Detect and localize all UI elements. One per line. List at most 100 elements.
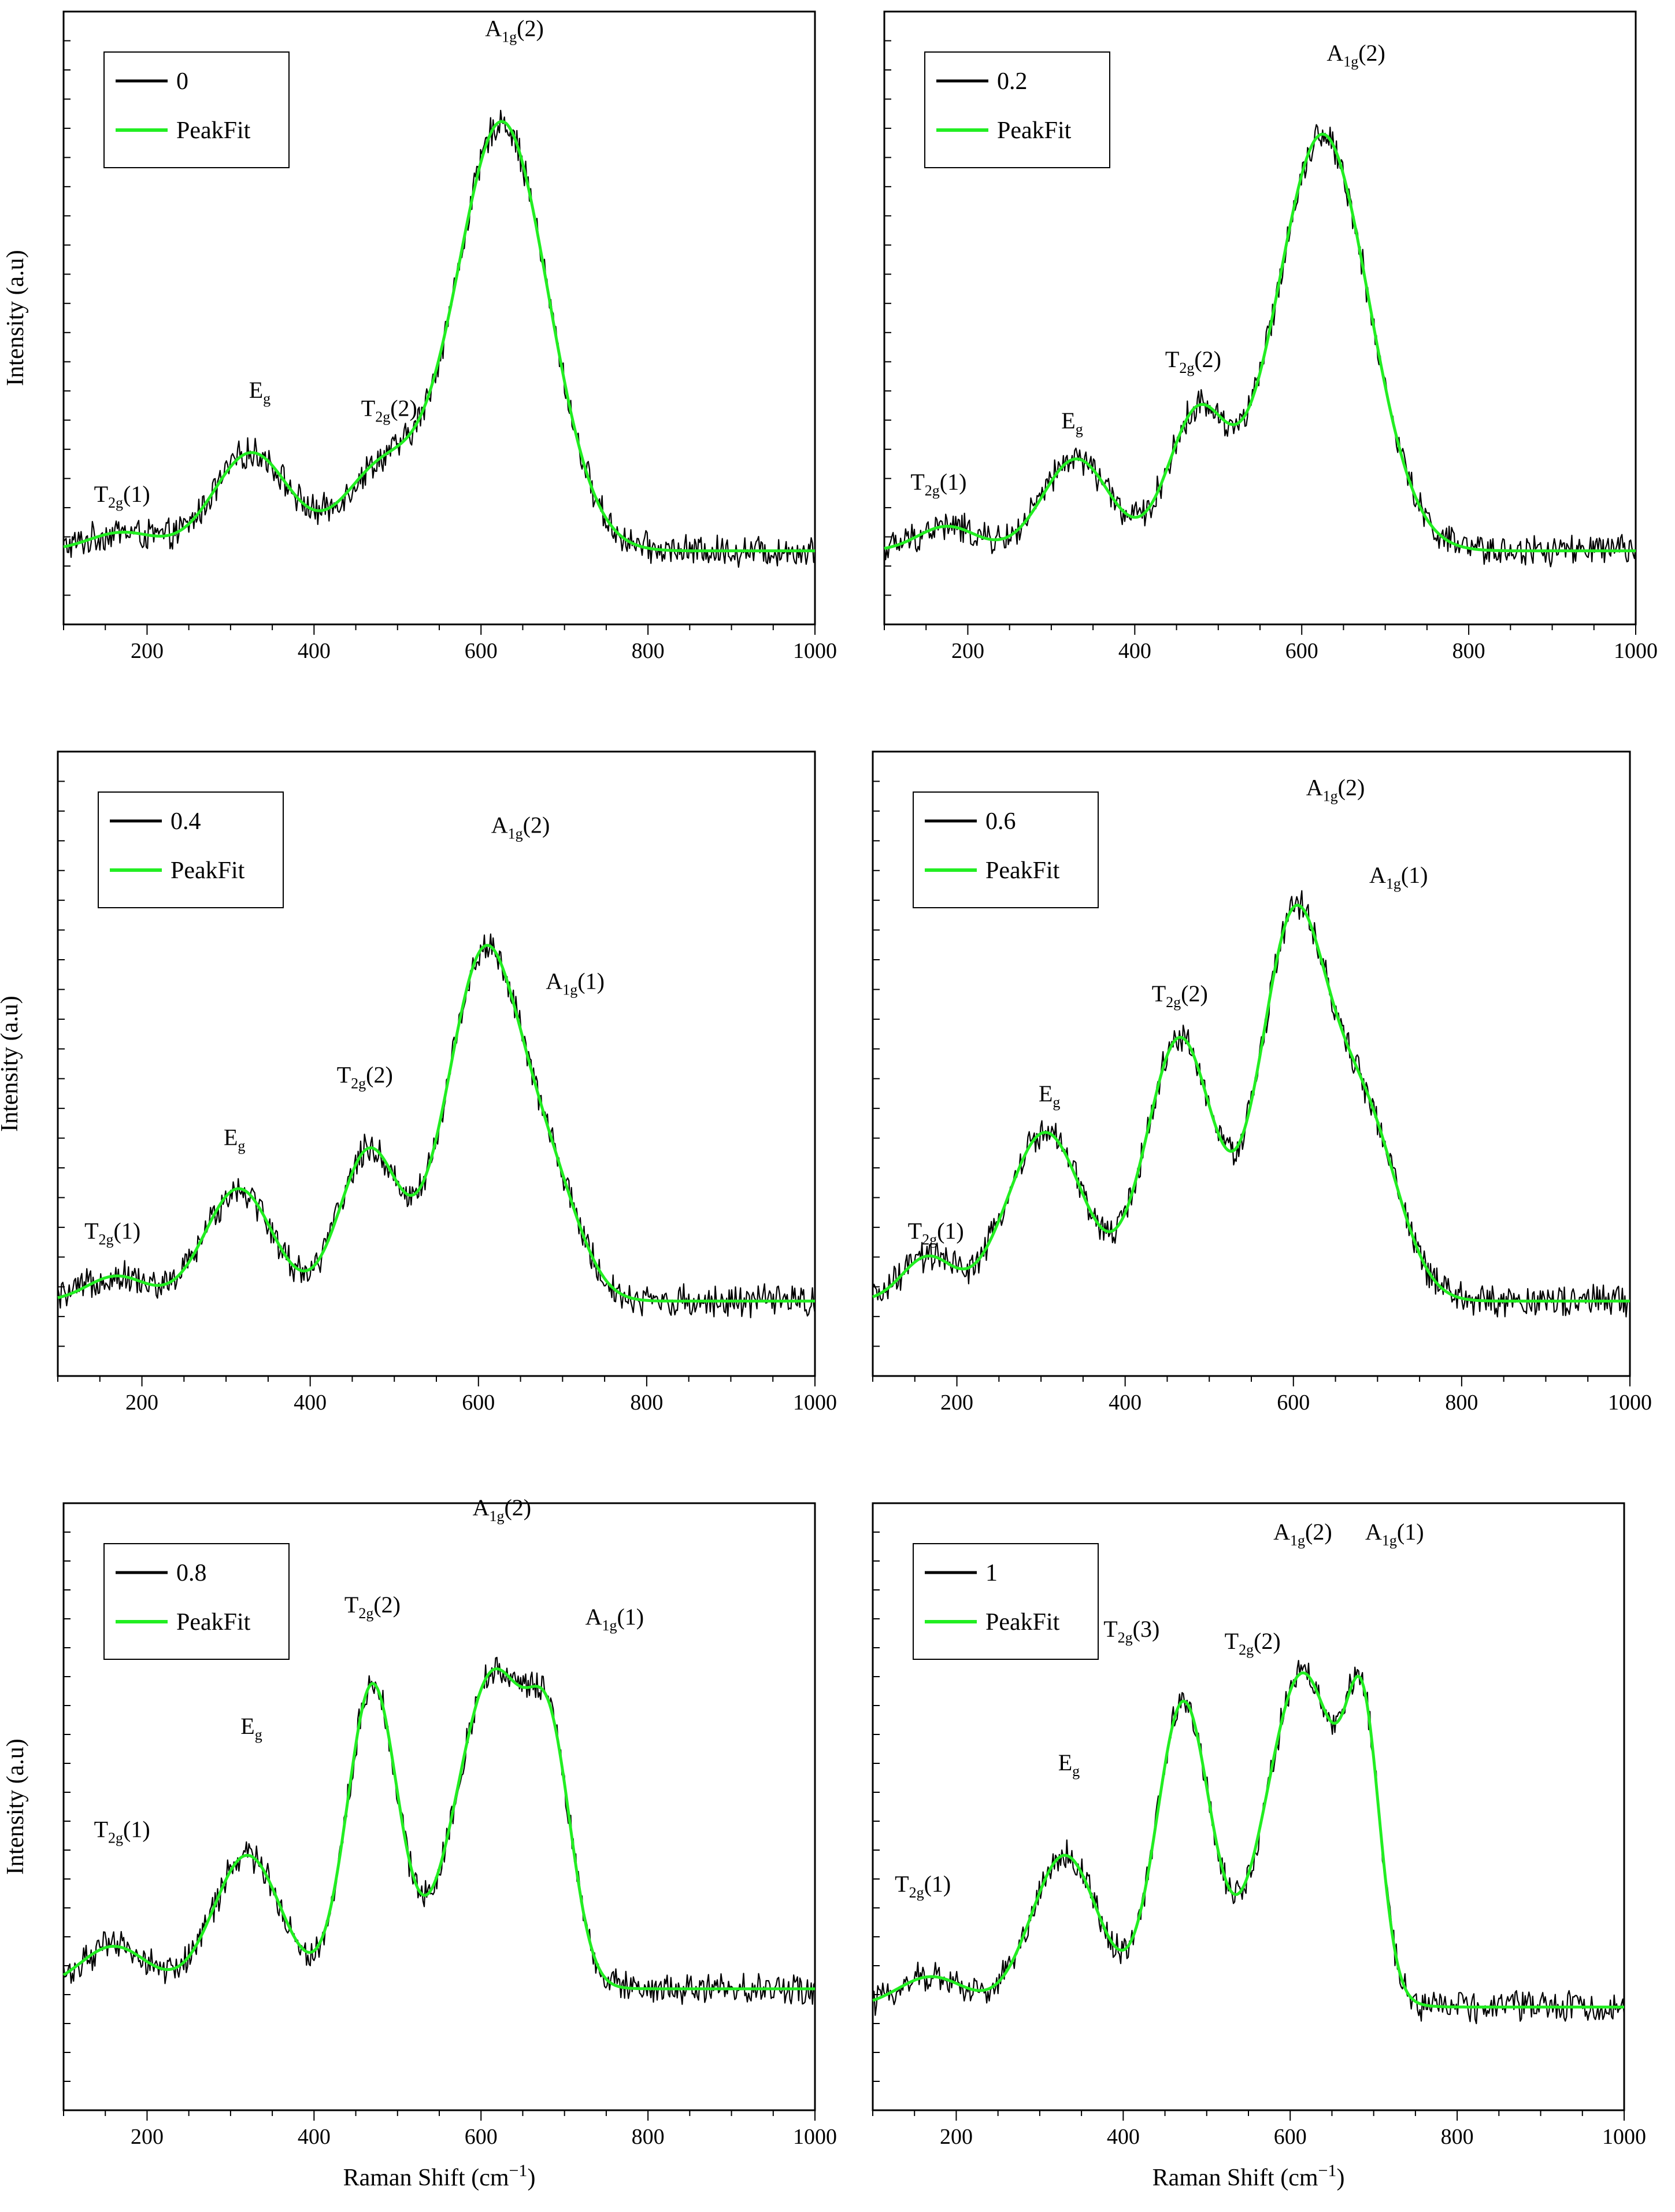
- legend-fit-label: PeakFit: [176, 117, 251, 144]
- measured-spectrum-line: [883, 124, 1637, 568]
- legend-box: [913, 1543, 1099, 1660]
- peak-label: Eg: [1039, 1081, 1060, 1111]
- x-tick-label: 800: [1445, 1390, 1478, 1415]
- peakfit-line: [872, 904, 1630, 1303]
- peak-label: Eg: [224, 1124, 245, 1154]
- legend-measured-label: 0.8: [176, 1560, 207, 1586]
- x-tick-label: 400: [298, 639, 331, 663]
- legend-box: [103, 1543, 290, 1660]
- chart-panel-top-right: 200 400 600 800 1000 T2g(1) Eg T2g(2) A1g(2) 0.2 P…: [883, 10, 1658, 663]
- peak-label: T2g(1): [895, 1871, 951, 1901]
- x-axis-title: Raman Shift (cm−1): [1153, 2161, 1345, 2191]
- x-tick-label: 200: [940, 1390, 973, 1415]
- measured-spectrum-line: [62, 1656, 816, 2005]
- legend-measured-label: 0.6: [985, 808, 1016, 835]
- peak-label: T2g(1): [94, 1817, 150, 1847]
- peakfit-line: [884, 132, 1636, 553]
- x-tick-label: 400: [298, 2125, 331, 2149]
- peak-label: T2g(1): [84, 1218, 140, 1248]
- peak-label: T2g(2): [344, 1592, 401, 1622]
- x-tick-label: 200: [940, 2125, 973, 2149]
- x-tick-label: 200: [951, 639, 984, 663]
- legend-box: [98, 791, 284, 908]
- legend-box: [103, 51, 290, 168]
- peak-label: Eg: [1061, 408, 1083, 438]
- peak-label: T2g(2): [337, 1061, 393, 1092]
- peak-label: A1g(2): [473, 1495, 532, 1525]
- x-tick-label: 800: [1441, 2125, 1474, 2149]
- chart-panel-bottom-left: 200 400 600 800 1000 T2g(1) Eg T2g(2) A1g(2) A1g(…: [2, 1495, 837, 2191]
- legend-measured-label: 0.2: [997, 68, 1028, 95]
- x-tick-label: 200: [131, 639, 164, 663]
- peak-label: A1g(2): [491, 812, 550, 842]
- peak-label: A1g(2): [1326, 40, 1385, 70]
- x-tick-label: 600: [465, 639, 498, 663]
- peak-label: A1g(1): [1369, 862, 1428, 892]
- peak-label: T2g(2): [1152, 981, 1208, 1011]
- peakfit-line: [63, 120, 815, 553]
- x-tick-label: 1000: [1608, 1390, 1652, 1415]
- x-tick-label: 400: [1109, 1390, 1142, 1415]
- x-tick-label: 600: [1274, 2125, 1307, 2149]
- peak-label: T2g(1): [94, 481, 150, 511]
- peak-label: T2g(3): [1103, 1616, 1159, 1646]
- x-tick-label: 800: [632, 2125, 665, 2149]
- x-axis-title: Raman Shift (cm−1): [343, 2161, 536, 2191]
- y-axis-title: Intensity (a.u): [0, 996, 23, 1132]
- x-tick-label: 1000: [1614, 639, 1658, 663]
- peak-label: A1g(1): [546, 968, 605, 998]
- x-tick-label: 200: [125, 1390, 158, 1415]
- x-tick-label: 800: [1452, 639, 1485, 663]
- x-tick-label: 400: [1118, 639, 1151, 663]
- legend-measured-label: 0.4: [171, 808, 201, 835]
- measured-spectrum-line: [872, 890, 1631, 1318]
- legend-box: [913, 791, 1099, 908]
- legend-measured-label: 0: [176, 68, 188, 95]
- chart-panel-top-left: 200 400 600 800 1000 T2g(1) Eg T2g(2) A1g(2) 0 Pea…: [2, 10, 837, 663]
- x-tick-label: 1000: [1602, 2125, 1646, 2149]
- y-axis-title: Intensity (a.u): [2, 1738, 29, 1875]
- peak-label: Eg: [249, 377, 270, 407]
- x-tick-label: 1000: [793, 1390, 837, 1415]
- measured-spectrum-line: [63, 109, 816, 568]
- x-tick-label: 1000: [793, 2125, 837, 2149]
- x-tick-label: 600: [1285, 639, 1318, 663]
- legend-measured-label: 1: [985, 1560, 998, 1586]
- x-tick-label: 600: [462, 1390, 495, 1415]
- legend-fit-label: PeakFit: [997, 117, 1072, 144]
- x-tick-label: 800: [632, 639, 665, 663]
- peak-label: A1g(2): [1273, 1519, 1332, 1549]
- peak-label: Eg: [1058, 1749, 1080, 1780]
- x-tick-label: 200: [131, 2125, 164, 2149]
- x-tick-label: 600: [465, 2125, 498, 2149]
- peak-label: T2g(2): [361, 395, 417, 426]
- peak-label: T2g(2): [1165, 346, 1221, 376]
- peakfit-line: [62, 1667, 815, 1991]
- measured-spectrum-line: [57, 933, 816, 1319]
- legend-fit-label: PeakFit: [176, 1609, 251, 1636]
- chart-panel-bottom-right: 200 400 600 800 1000 T2g(1) Eg T2g(3) T2g(2) A1g(…: [872, 1502, 1646, 2191]
- peak-label: A1g(1): [1365, 1519, 1424, 1549]
- x-tick-label: 800: [630, 1390, 663, 1415]
- peak-label: Eg: [240, 1713, 262, 1743]
- peak-label: A1g(1): [585, 1604, 644, 1634]
- peakfit-line: [57, 944, 815, 1303]
- legend-fit-label: PeakFit: [171, 857, 245, 884]
- y-axis-title: Intensity (a.u): [2, 250, 29, 386]
- peak-label: T2g(1): [908, 1218, 964, 1248]
- legend-fit-label: PeakFit: [985, 1609, 1060, 1636]
- peak-label: A1g(2): [485, 15, 544, 45]
- measured-spectrum-line: [872, 1660, 1625, 2025]
- x-tick-label: 400: [294, 1390, 327, 1415]
- chart-panel-middle-left: 200 400 600 800 1000 T2g(1) Eg T2g(2) A1g(2) A1g(…: [0, 750, 837, 1415]
- legend-box: [924, 51, 1110, 168]
- x-tick-label: 600: [1277, 1390, 1310, 1415]
- chart-panel-middle-right: 200 400 600 800 1000 T2g(1) Eg T2g(2) A1g(2) A1g(…: [872, 750, 1652, 1415]
- peak-label: A1g(2): [1306, 775, 1365, 805]
- peakfit-line: [872, 1671, 1624, 2008]
- x-tick-label: 400: [1107, 2125, 1140, 2149]
- legend-fit-label: PeakFit: [985, 857, 1060, 884]
- peak-label: T2g(2): [1225, 1628, 1281, 1658]
- x-tick-label: 1000: [793, 639, 837, 663]
